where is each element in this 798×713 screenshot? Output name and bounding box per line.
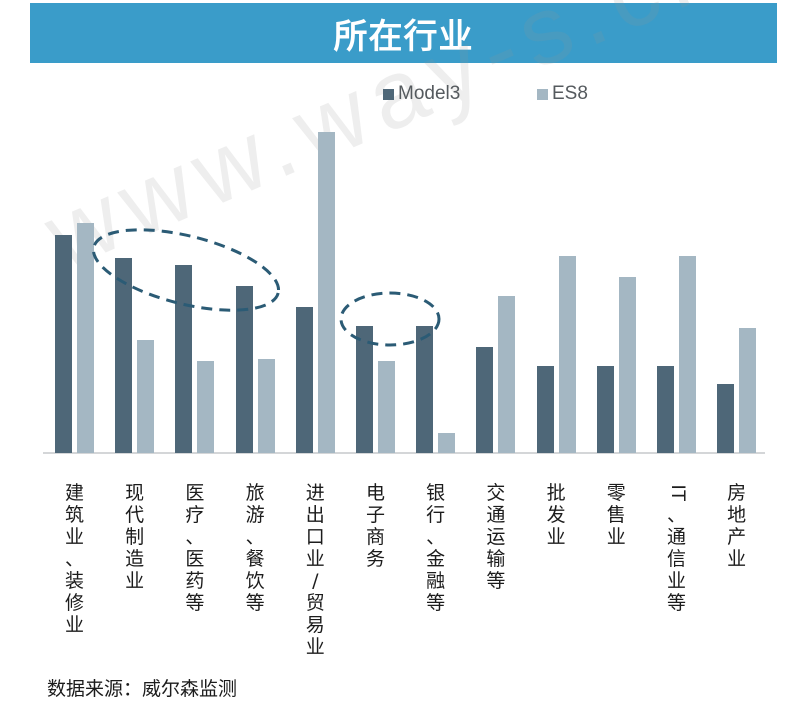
x-tick-label: 批发业 xyxy=(546,482,566,548)
bar-es8[interactable] xyxy=(378,360,395,453)
x-tick-label: 银行、金融等 xyxy=(426,482,446,614)
x-tick-label: 现代制造业 xyxy=(125,482,145,592)
legend-label-es8: ES8 xyxy=(552,83,588,104)
legend-swatch-es8 xyxy=(537,88,548,100)
bar-es8[interactable] xyxy=(558,255,576,453)
bar-es8[interactable] xyxy=(137,340,155,453)
legend-item-es8[interactable]: ES8 xyxy=(537,82,588,106)
x-tick-label: 建筑业、装修业 xyxy=(64,482,84,636)
bar-model3[interactable] xyxy=(235,286,253,453)
x-tick-label: 进出口业 / 贸易业 xyxy=(305,482,325,658)
bar-model3[interactable] xyxy=(717,383,735,453)
bar-es8[interactable] xyxy=(438,433,456,453)
bar-model3[interactable] xyxy=(55,235,72,453)
bar-model3[interactable] xyxy=(175,264,193,453)
x-tick-label: 电子商务 xyxy=(365,482,385,570)
bar-es8[interactable] xyxy=(739,328,757,453)
chart-title: 所在行业 xyxy=(333,16,474,57)
x-axis-line xyxy=(43,452,765,454)
bar-es8[interactable] xyxy=(498,296,516,453)
bar-es8[interactable] xyxy=(317,132,335,453)
x-tick-label: 旅游、餐饮等 xyxy=(245,482,265,614)
x-tick-label: IT、通信业等 xyxy=(666,484,688,614)
x-tick-label: 房地产业 xyxy=(727,482,747,570)
data-source-note: 数据来源：威尔森监测 xyxy=(47,678,238,700)
bar-model3[interactable] xyxy=(536,366,554,453)
legend-swatch-model3 xyxy=(383,88,394,100)
bar-model3[interactable] xyxy=(657,366,674,453)
bar-model3[interactable] xyxy=(416,325,434,453)
x-tick-label: 零售业 xyxy=(606,482,626,548)
bar-es8[interactable] xyxy=(77,222,94,453)
bar-model3[interactable] xyxy=(295,306,313,453)
bar-model3[interactable] xyxy=(356,325,373,453)
bar-es8[interactable] xyxy=(618,277,636,453)
legend-label-model3: Model3 xyxy=(398,83,461,104)
bar-es8[interactable] xyxy=(679,255,696,453)
bar-es8[interactable] xyxy=(197,360,215,453)
title-banner: 所在行业 xyxy=(30,3,777,63)
legend-item-model3[interactable]: Model3 xyxy=(383,82,460,106)
plot-area xyxy=(43,132,765,454)
legend: Model3 ES8 xyxy=(0,82,798,106)
bar-model3[interactable] xyxy=(596,366,614,453)
x-tick-label: 医疗、医药等 xyxy=(185,482,205,614)
x-tick-label: 交通运输等 xyxy=(486,482,506,592)
bar-es8[interactable] xyxy=(257,358,275,453)
bar-model3[interactable] xyxy=(115,258,133,453)
bar-model3[interactable] xyxy=(476,347,494,453)
